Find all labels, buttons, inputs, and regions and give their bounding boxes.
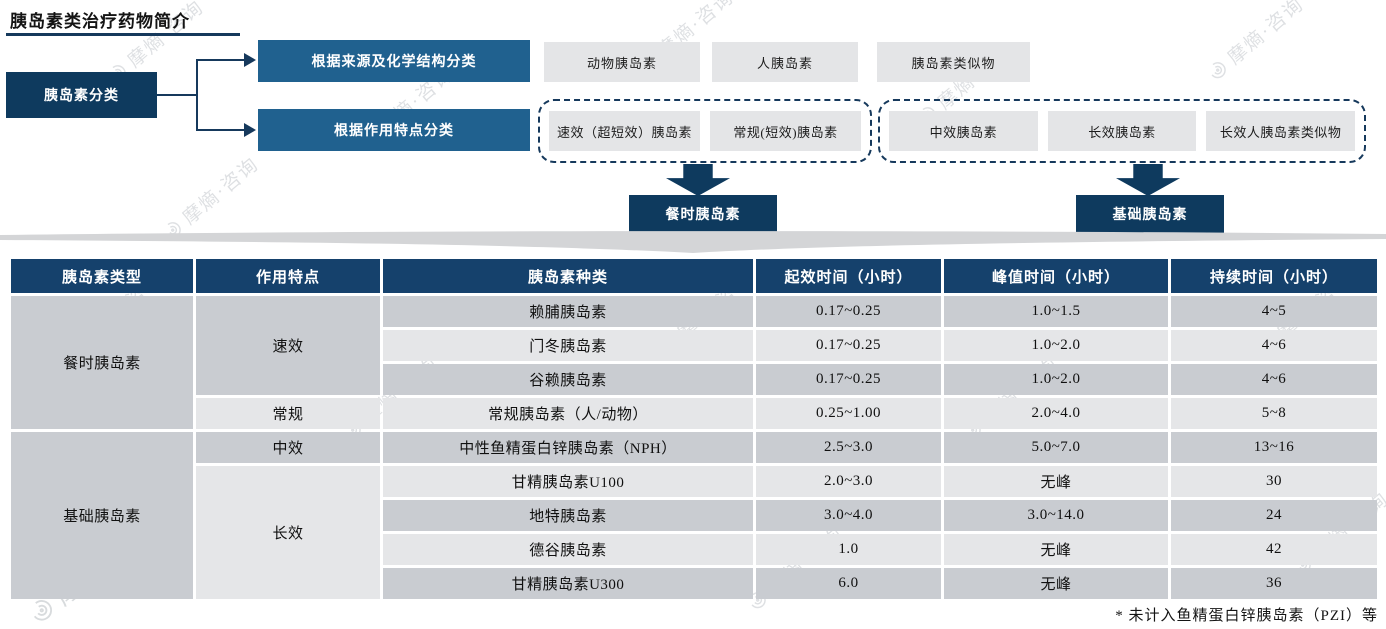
item-long-acting: 长效胰岛素 [1047,111,1197,151]
col-header-duration: 持续时间（小时） [1171,259,1377,293]
title-underline [6,33,240,36]
down-arrow-icon [666,164,730,196]
page-title: 胰岛素类治疗药物简介 [10,12,190,31]
table-row: 长效 甘精胰岛素U100 2.0~3.0 无峰 30 [11,466,1377,599]
watermark-text: 摩熵·咨询 [1224,0,1309,70]
connector-line [198,59,244,61]
root-box-insulin-classification: 胰岛素分类 [6,72,157,118]
cell-name: 中性鱼精蛋白锌胰岛素（NPH） [383,432,753,463]
target-box-prandial-insulin: 餐时胰岛素 [629,195,777,233]
branch-box-by-source: 根据来源及化学结构分类 [258,40,530,82]
insulin-table: 胰岛素类型 作用特点 胰岛素种类 起效时间（小时） 峰值时间（小时） 持续时间（… [8,256,1380,602]
cell-onset: 0.25~1.00 [756,398,941,429]
item-long-acting-human-analog: 长效人胰岛素类似物 [1206,111,1356,151]
watermark-text: 摩熵·咨询 [179,153,264,230]
table-row: 德谷胰岛素 1.0 无峰 42 [11,534,1377,565]
cell-onset: 2.0~3.0 [756,466,941,497]
cell-peak: 1.0~2.0 [944,330,1168,361]
cell-onset: 2.5~3.0 [756,432,941,463]
cell-duration: 42 [1171,534,1377,565]
cell-duration: 30 [1171,466,1377,497]
cell-peak: 3.0~14.0 [944,500,1168,531]
table-row: 门冬胰岛素 0.17~0.25 1.0~2.0 4~6 [11,330,1377,361]
col-header-onset-time: 起效时间（小时） [756,259,941,293]
cell-onset: 0.17~0.25 [756,364,941,395]
col-header-insulin-kind: 胰岛素种类 [383,259,753,293]
swirl-logo-icon [1211,61,1226,78]
table-header-row: 胰岛素类型 作用特点 胰岛素种类 起效时间（小时） 峰值时间（小时） 持续时间（… [11,259,1377,293]
divider-swoosh [0,231,1386,253]
item-rapid-acting: 速效（超短效）胰岛素 [549,111,700,151]
arrowhead-right-icon [244,123,256,137]
prandial-dashed-group: 速效（超短效）胰岛素 常规(短效)胰岛素 [538,99,872,163]
basal-dashed-group: 中效胰岛素 长效胰岛素 长效人胰岛素类似物 [878,99,1366,163]
item-regular-short-acting: 常规(短效)胰岛素 [710,111,861,151]
item-animal-insulin: 动物胰岛素 [544,42,700,82]
cell-onset: 0.17~0.25 [756,296,941,327]
item-insulin-analog: 胰岛素类似物 [877,42,1030,82]
branch-box-by-action: 根据作用特点分类 [258,109,530,151]
down-arrow-icon [1116,164,1180,196]
col-header-peak-time: 峰值时间（小时） [944,259,1168,293]
cell-duration: 4~6 [1171,364,1377,395]
cell-duration: 4~5 [1171,296,1377,327]
item-intermediate-acting: 中效胰岛素 [889,111,1038,151]
cell-name: 德谷胰岛素 [383,534,753,565]
cell-name: 门冬胰岛素 [383,330,753,361]
cell-duration: 4~6 [1171,330,1377,361]
cell-type-basal: 基础胰岛素 [11,432,193,599]
cell-duration: 36 [1171,568,1377,599]
table-row: 地特胰岛素 3.0~4.0 3.0~14.0 24 [11,500,1377,531]
target-box-basal-insulin: 基础胰岛素 [1076,195,1224,233]
cell-feature-rapid: 速效 [196,296,380,395]
cell-type-prandial: 餐时胰岛素 [11,296,193,429]
cell-onset: 1.0 [756,534,941,565]
table-row: 谷赖胰岛素 0.17~0.25 1.0~2.0 4~6 [11,364,1377,395]
cell-peak: 无峰 [944,568,1168,599]
connector-line [196,59,198,131]
connector-line [157,94,198,96]
cell-name: 赖脯胰岛素 [383,296,753,327]
table-row: 甘精胰岛素U300 6.0 无峰 36 [11,568,1377,599]
table-row: 常规 常规胰岛素（人/动物） 0.25~1.00 2.0~4.0 5~8 [11,398,1377,429]
cell-duration: 5~8 [1171,398,1377,429]
cell-peak: 1.0~1.5 [944,296,1168,327]
cell-feature-long: 长效 [196,466,380,599]
cell-peak: 无峰 [944,466,1168,497]
item-human-insulin: 人胰岛素 [712,42,858,82]
table-row: 餐时胰岛素 速效 赖脯胰岛素 0.17~0.25 1.0~1.5 4~5 [11,296,1377,429]
cell-name: 常规胰岛素（人/动物） [383,398,753,429]
col-header-insulin-type: 胰岛素类型 [11,259,193,293]
cell-name: 甘精胰岛素U100 [383,466,753,497]
cell-feature-regular: 常规 [196,398,380,429]
cell-peak: 1.0~2.0 [944,364,1168,395]
watermark: 摩熵·咨询 [1200,0,1309,87]
connector-line [198,129,244,131]
col-header-action-feature: 作用特点 [196,259,380,293]
cell-feature-intermediate: 中效 [196,432,380,463]
cell-peak: 无峰 [944,534,1168,565]
cell-onset: 6.0 [756,568,941,599]
cell-peak: 5.0~7.0 [944,432,1168,463]
cell-peak: 2.0~4.0 [944,398,1168,429]
arrowhead-right-icon [244,53,256,67]
cell-name: 地特胰岛素 [383,500,753,531]
table-row: 基础胰岛素 中效 中性鱼精蛋白锌胰岛素（NPH） 2.5~3.0 5.0~7.0… [11,432,1377,599]
cell-name: 谷赖胰岛素 [383,364,753,395]
cell-onset: 0.17~0.25 [756,330,941,361]
cell-onset: 3.0~4.0 [756,500,941,531]
cell-duration: 13~16 [1171,432,1377,463]
footnote: * 未计入鱼精蛋白锌胰岛素（PZI）等 [1115,608,1378,624]
cell-name: 甘精胰岛素U300 [383,568,753,599]
cell-duration: 24 [1171,500,1377,531]
